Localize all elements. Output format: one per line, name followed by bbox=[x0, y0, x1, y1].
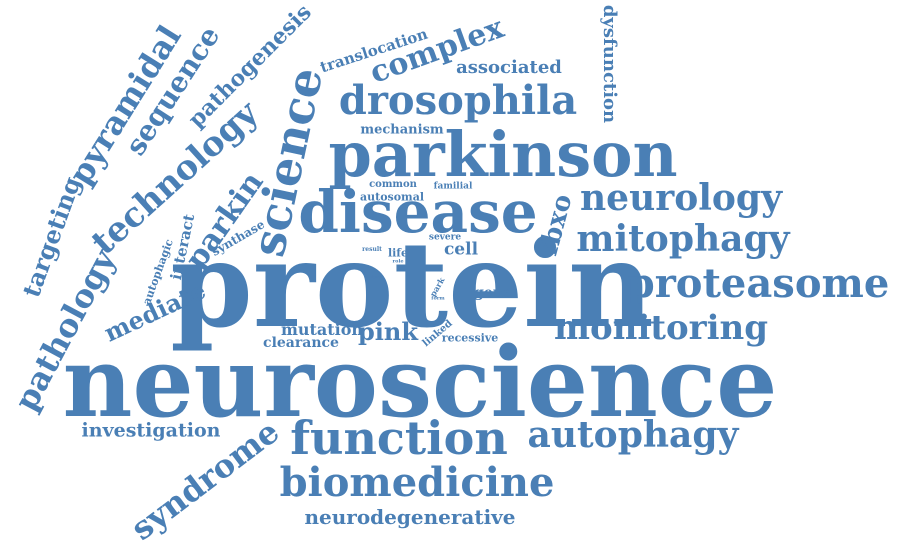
word-investigation: investigation bbox=[81, 419, 221, 442]
word-autosomal: autosomal bbox=[359, 190, 425, 204]
word-neurology: neurology bbox=[579, 177, 783, 219]
word-neuroscience: neuroscience bbox=[62, 326, 778, 439]
word-function: function bbox=[290, 411, 508, 465]
word-recessive: recessive bbox=[441, 331, 499, 345]
word-pink: pink bbox=[358, 317, 418, 346]
word-role: role bbox=[392, 258, 404, 265]
word-common: common bbox=[369, 179, 417, 190]
word-mitophagy: mitophagy bbox=[576, 218, 790, 260]
word-associated: associated bbox=[456, 57, 562, 78]
word-protein: protein bbox=[170, 215, 654, 354]
word-form: form bbox=[431, 295, 445, 302]
word-dysfunction: dysfunction bbox=[599, 4, 620, 124]
word-autophagy: autophagy bbox=[527, 414, 739, 456]
word-severe: severe bbox=[428, 232, 462, 243]
word-clearance: clearance bbox=[263, 335, 339, 351]
word-mutation: mutation bbox=[280, 320, 364, 339]
word-familial: familial bbox=[433, 181, 473, 192]
word-disease: disease bbox=[298, 178, 538, 246]
word-drosophila: drosophila bbox=[338, 77, 578, 124]
word-monitoring: monitoring bbox=[554, 308, 768, 348]
word-neurodegenerative: neurodegenerative bbox=[304, 505, 516, 529]
word-parkinson: parkinson bbox=[328, 118, 678, 191]
word-cell: cell bbox=[443, 239, 479, 260]
word-biomedicine: biomedicine bbox=[279, 459, 555, 506]
word-result: result bbox=[362, 246, 382, 253]
word-gene: gene bbox=[474, 285, 512, 301]
word-mechanism: mechanism bbox=[360, 122, 444, 138]
word-proteasome: proteasome bbox=[626, 260, 890, 307]
word-life: life bbox=[387, 246, 409, 260]
word-loss: loss bbox=[370, 274, 382, 281]
